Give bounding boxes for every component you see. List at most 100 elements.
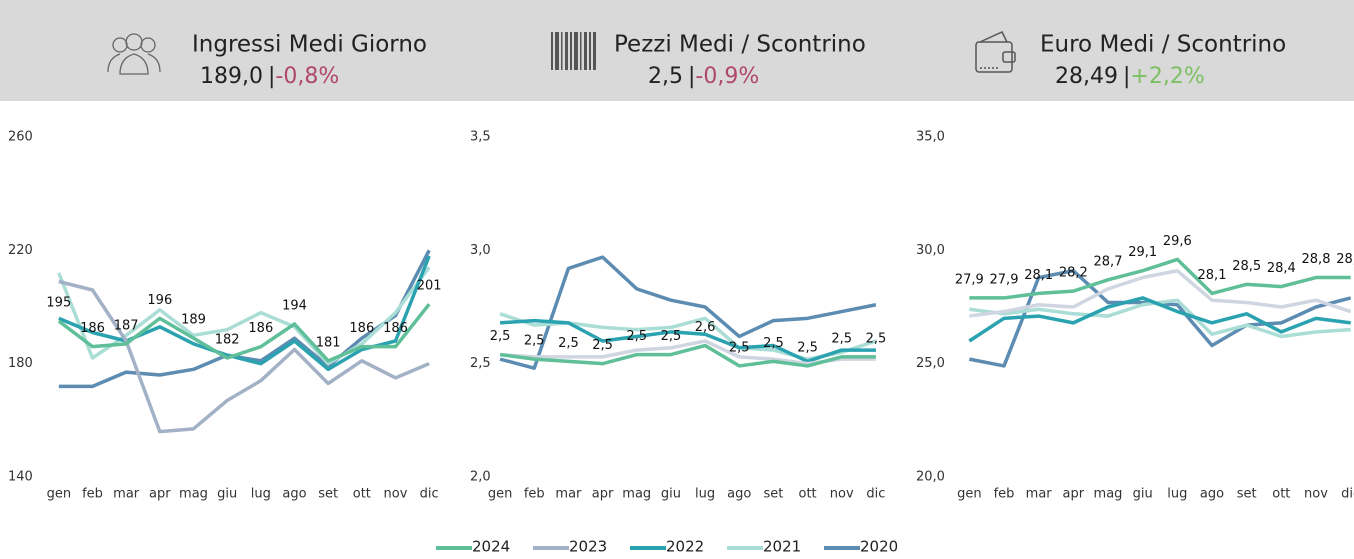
legend-label: 2020 [860,538,898,556]
x-tick-label: giu [661,487,681,502]
series-line [969,268,1352,318]
x-tick-label: gen [47,487,72,502]
data-label: 181 [316,335,341,350]
kpi-change: -0,9% [695,64,759,89]
x-tick-label: feb [994,487,1015,502]
y-tick-label: 3,0 [470,243,491,258]
y-tick-label: 3,5 [470,130,491,145]
x-tick-label: mar [1026,487,1053,502]
data-label: 28,5 [1232,259,1261,274]
data-label: 186 [349,321,374,336]
series-line [57,303,431,363]
x-tick-label: apr [1063,487,1085,502]
data-label: 2,5 [866,331,887,346]
kpi-value-line: 28,49 |+2,2% [1055,64,1205,89]
kpi-separator: | [688,64,695,89]
legend-label: 2024 [472,538,510,556]
data-label: 2,5 [763,336,784,351]
y-tick-label: 180 [8,356,33,371]
x-tick-label: nov [384,487,408,502]
x-tick-label: nov [1304,487,1328,502]
kpi-change: +2,2% [1130,64,1204,89]
data-label: 28,1 [1024,268,1053,283]
header-band [0,0,1354,101]
kpi-separator: | [1123,64,1130,89]
data-label: 2,5 [797,340,818,355]
x-tick-label: lug [1167,487,1187,502]
data-label: 28,7 [1094,254,1123,269]
x-tick-label: set [1237,487,1257,502]
kpi-value-line: 2,5 |-0,9% [648,64,759,89]
data-label: 2,6 [695,320,716,335]
data-label: 182 [215,333,240,348]
series-line [968,296,1351,343]
kpi-value: 28,49 [1055,64,1118,89]
x-tick-label: lug [695,487,715,502]
data-label: 2,5 [490,329,511,344]
data-label: 29,6 [1163,234,1192,249]
x-tick-label: mag [1094,487,1123,502]
data-label: 2,5 [592,338,613,353]
x-tick-label: ago [282,487,306,502]
data-label: 186 [383,321,408,336]
x-tick-label: mag [179,487,208,502]
x-tick-label: lug [251,487,271,502]
x-tick-label: giu [217,487,237,502]
kpi-value-line: 189,0 |-0,8% [200,64,339,89]
y-tick-label: 2,5 [470,356,491,371]
data-label: 28,1 [1198,268,1227,283]
y-tick-label: 25,0 [916,356,945,371]
x-tick-label: ott [799,487,817,502]
x-tick-label: giu [1133,487,1153,502]
wallet-icon [975,31,1016,73]
x-tick-label: gen [488,487,513,502]
kpi-value: 189,0 [200,64,263,89]
series-line [969,257,1351,300]
x-tick-label: set [318,487,338,502]
legend-label: 2022 [666,538,704,556]
kpi-change: -0,8% [275,64,339,89]
data-label: 2,5 [626,329,647,344]
x-tick-label: apr [149,487,171,502]
x-tick-label: feb [524,487,545,502]
data-label: 28,8 [1302,252,1331,267]
data-label: 196 [147,293,172,308]
data-label: 29,1 [1128,245,1157,260]
data-label: 28,4 [1267,261,1296,276]
series-line [499,343,876,368]
y-tick-label: 220 [8,243,33,258]
data-label: 2,5 [524,334,545,349]
data-label: 2,5 [661,329,682,344]
data-label: 2,5 [729,340,750,355]
legend-label: 2023 [569,538,607,556]
data-label: 195 [46,296,71,311]
x-tick-label: gen [957,487,982,502]
data-label: 201 [417,279,442,294]
legend-label: 2021 [763,538,801,556]
y-tick-label: 2,0 [470,470,491,485]
x-tick-label: ago [727,487,751,502]
x-tick-label: ago [1200,487,1224,502]
series-line [499,318,876,364]
barcode-icon [551,32,596,70]
y-tick-label: 30,0 [916,243,945,258]
x-tick-label: dic [866,487,885,502]
y-tick-label: 260 [8,130,33,145]
x-tick-label: mar [555,487,582,502]
kpi-separator: | [268,64,275,89]
x-tick-label: mar [113,487,140,502]
x-tick-label: mag [622,487,651,502]
data-label: 194 [282,299,307,314]
data-label: 189 [181,313,206,328]
y-tick-label: 35,0 [916,130,945,145]
people-icon [107,33,161,75]
x-tick-label: nov [830,487,854,502]
kpi-title: Pezzi Medi / Scontrino [614,32,866,58]
x-tick-label: ott [353,487,371,502]
x-tick-label: ott [1272,487,1290,502]
kpi-value: 2,5 [648,64,683,89]
data-label: 2,5 [831,331,852,346]
x-tick-label: dic [420,487,439,502]
data-label: 187 [114,318,139,333]
